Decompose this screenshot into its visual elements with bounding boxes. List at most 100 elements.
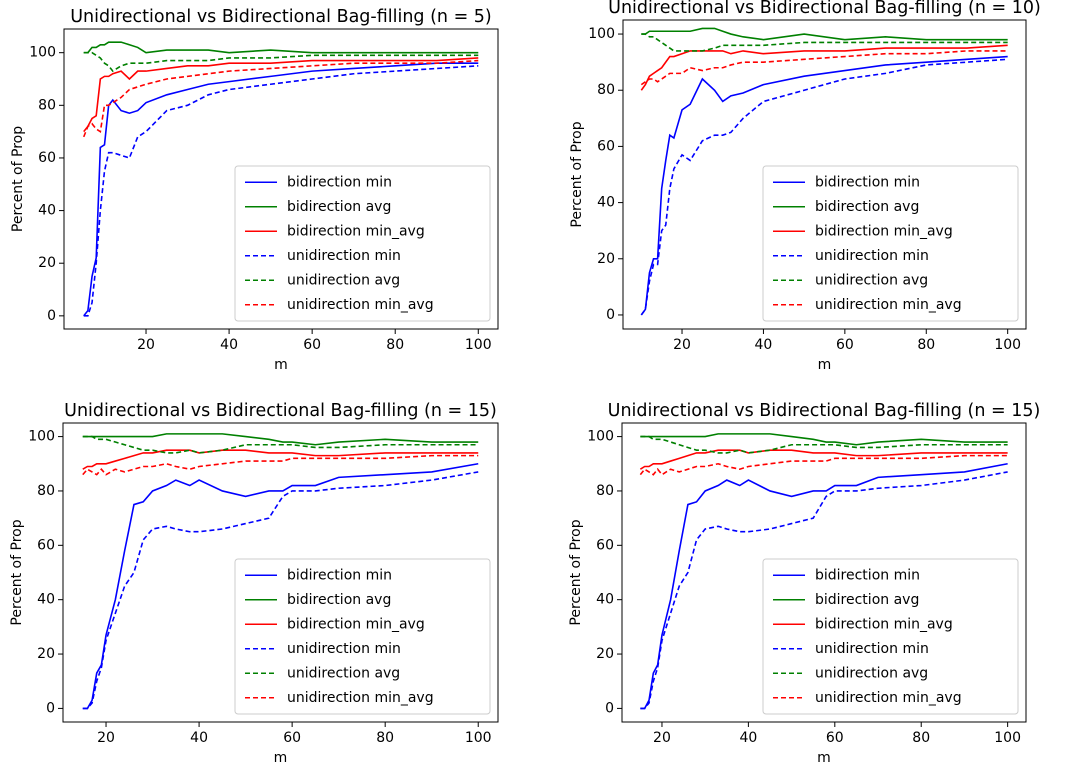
axes-frame (63, 28, 499, 330)
x-axis-label: m (274, 357, 288, 373)
series-line (83, 51, 479, 73)
legend-box (234, 558, 491, 715)
x-tick-label: 80 (912, 730, 930, 746)
y-tick-label: 100 (588, 26, 615, 42)
series-line (641, 27, 1008, 41)
y-tick-label: 40 (38, 203, 56, 219)
x-axis-label: m (818, 357, 832, 373)
y-tick-label: 80 (597, 82, 615, 98)
chart-title: Unidirectional vs Bidirectional Bag-fill… (608, 401, 1041, 421)
x-tick-label: 100 (994, 730, 1021, 746)
legend-label: bidirection avg (815, 199, 919, 215)
legend-label: unidirection avg (815, 665, 928, 681)
series-line (82, 471, 479, 710)
legend-label: bidirection min_avg (287, 223, 425, 239)
y-tick-label: 20 (38, 255, 56, 271)
legend-label: bidirection min_avg (815, 223, 953, 239)
y-tick-label: 40 (37, 592, 55, 608)
y-tick-label: 40 (596, 592, 614, 608)
x-tick-label: 20 (97, 730, 115, 746)
axes-frame (621, 422, 1027, 723)
y-tick-label: 80 (38, 97, 56, 113)
x-tick-label: 100 (465, 337, 492, 353)
chart-title: Unidirectional vs Bidirectional Bag-fill… (608, 0, 1041, 18)
series-line (83, 41, 479, 54)
x-tick-label: 60 (283, 730, 301, 746)
x-tick-label: 20 (137, 337, 155, 353)
series-line (83, 57, 479, 133)
x-tick-label: 60 (836, 337, 854, 353)
series-line (640, 433, 1008, 446)
y-axis-label: Percent of Prop (569, 121, 585, 227)
x-tick-label: 80 (917, 337, 935, 353)
y-tick-label: 60 (37, 537, 55, 553)
x-tick-label: 20 (673, 337, 691, 353)
y-tick-label: 100 (28, 429, 55, 445)
x-tick-label: 40 (739, 730, 757, 746)
y-tick-label: 100 (587, 429, 614, 445)
legend-label: unidirection avg (287, 272, 400, 288)
series-line (82, 433, 479, 446)
legend-label: bidirection min (815, 567, 920, 583)
series-line (639, 449, 1008, 470)
series-line (641, 33, 1008, 52)
legend-label: unidirection min_avg (815, 297, 962, 313)
y-tick-label: 60 (38, 150, 56, 166)
legend-label: bidirection avg (287, 592, 391, 608)
x-tick-label: 40 (755, 337, 773, 353)
y-tick-label: 100 (29, 45, 56, 61)
x-tick-label: 40 (220, 337, 238, 353)
legend-label: bidirection min (287, 174, 392, 190)
legend-label: bidirection min (287, 567, 392, 583)
x-tick-label: 40 (190, 730, 208, 746)
legend: bidirection min bidirection avg bidirectio… (234, 558, 491, 715)
legend-box (762, 558, 1019, 715)
y-tick-label: 60 (597, 138, 615, 154)
y-tick-label: 20 (597, 251, 615, 267)
legend-label: unidirection min (815, 641, 929, 657)
legend-label: unidirection avg (287, 665, 400, 681)
legend: bidirection min bidirection avg bidirectio… (234, 165, 491, 322)
y-axis-label: Percent of Prop (568, 519, 584, 625)
series-line (82, 449, 479, 470)
legend-label: bidirection min_avg (815, 616, 953, 632)
x-tick-label: 20 (653, 730, 671, 746)
legend-label: bidirection min_avg (287, 616, 425, 632)
x-tick-label: 80 (376, 730, 394, 746)
legend-label: unidirection min_avg (287, 297, 434, 313)
legend-label: unidirection min_avg (815, 690, 962, 706)
legend: bidirection min bidirection avg bidirectio… (762, 558, 1019, 715)
series-line (640, 55, 1008, 316)
series-line (640, 58, 1008, 316)
legend-label: unidirection min_avg (287, 690, 434, 706)
legend-label: unidirection min (287, 248, 401, 264)
legend-label: bidirection avg (287, 199, 391, 215)
series-line (82, 59, 479, 138)
legend-label: bidirection avg (815, 592, 919, 608)
y-axis-label: Percent of Prop (10, 126, 26, 232)
y-axis-label: Percent of Prop (9, 519, 25, 625)
x-tick-label: 100 (994, 337, 1021, 353)
x-axis-label: m (274, 750, 288, 766)
series-line (639, 454, 1008, 476)
series-line (83, 62, 479, 317)
y-tick-label: 0 (606, 307, 615, 323)
y-tick-label: 0 (605, 700, 614, 716)
x-tick-label: 60 (303, 337, 321, 353)
legend-label: unidirection avg (815, 272, 928, 288)
legend: bidirection min bidirection avg bidirectio… (762, 165, 1019, 322)
series-line (640, 471, 1008, 710)
x-tick-label: 80 (386, 337, 404, 353)
y-tick-label: 40 (597, 195, 615, 211)
y-tick-label: 20 (37, 646, 55, 662)
chart-title: Unidirectional vs Bidirectional Bag-fill… (70, 7, 492, 27)
y-tick-label: 0 (46, 700, 55, 716)
axes-frame (62, 422, 499, 723)
legend-label: unidirection min (287, 641, 401, 657)
chart-title: Unidirectional vs Bidirectional Bag-fill… (64, 401, 497, 421)
legend-label: bidirection min (815, 174, 920, 190)
series-line (640, 50, 1008, 86)
series-line (82, 435, 479, 454)
series-line (82, 454, 479, 476)
